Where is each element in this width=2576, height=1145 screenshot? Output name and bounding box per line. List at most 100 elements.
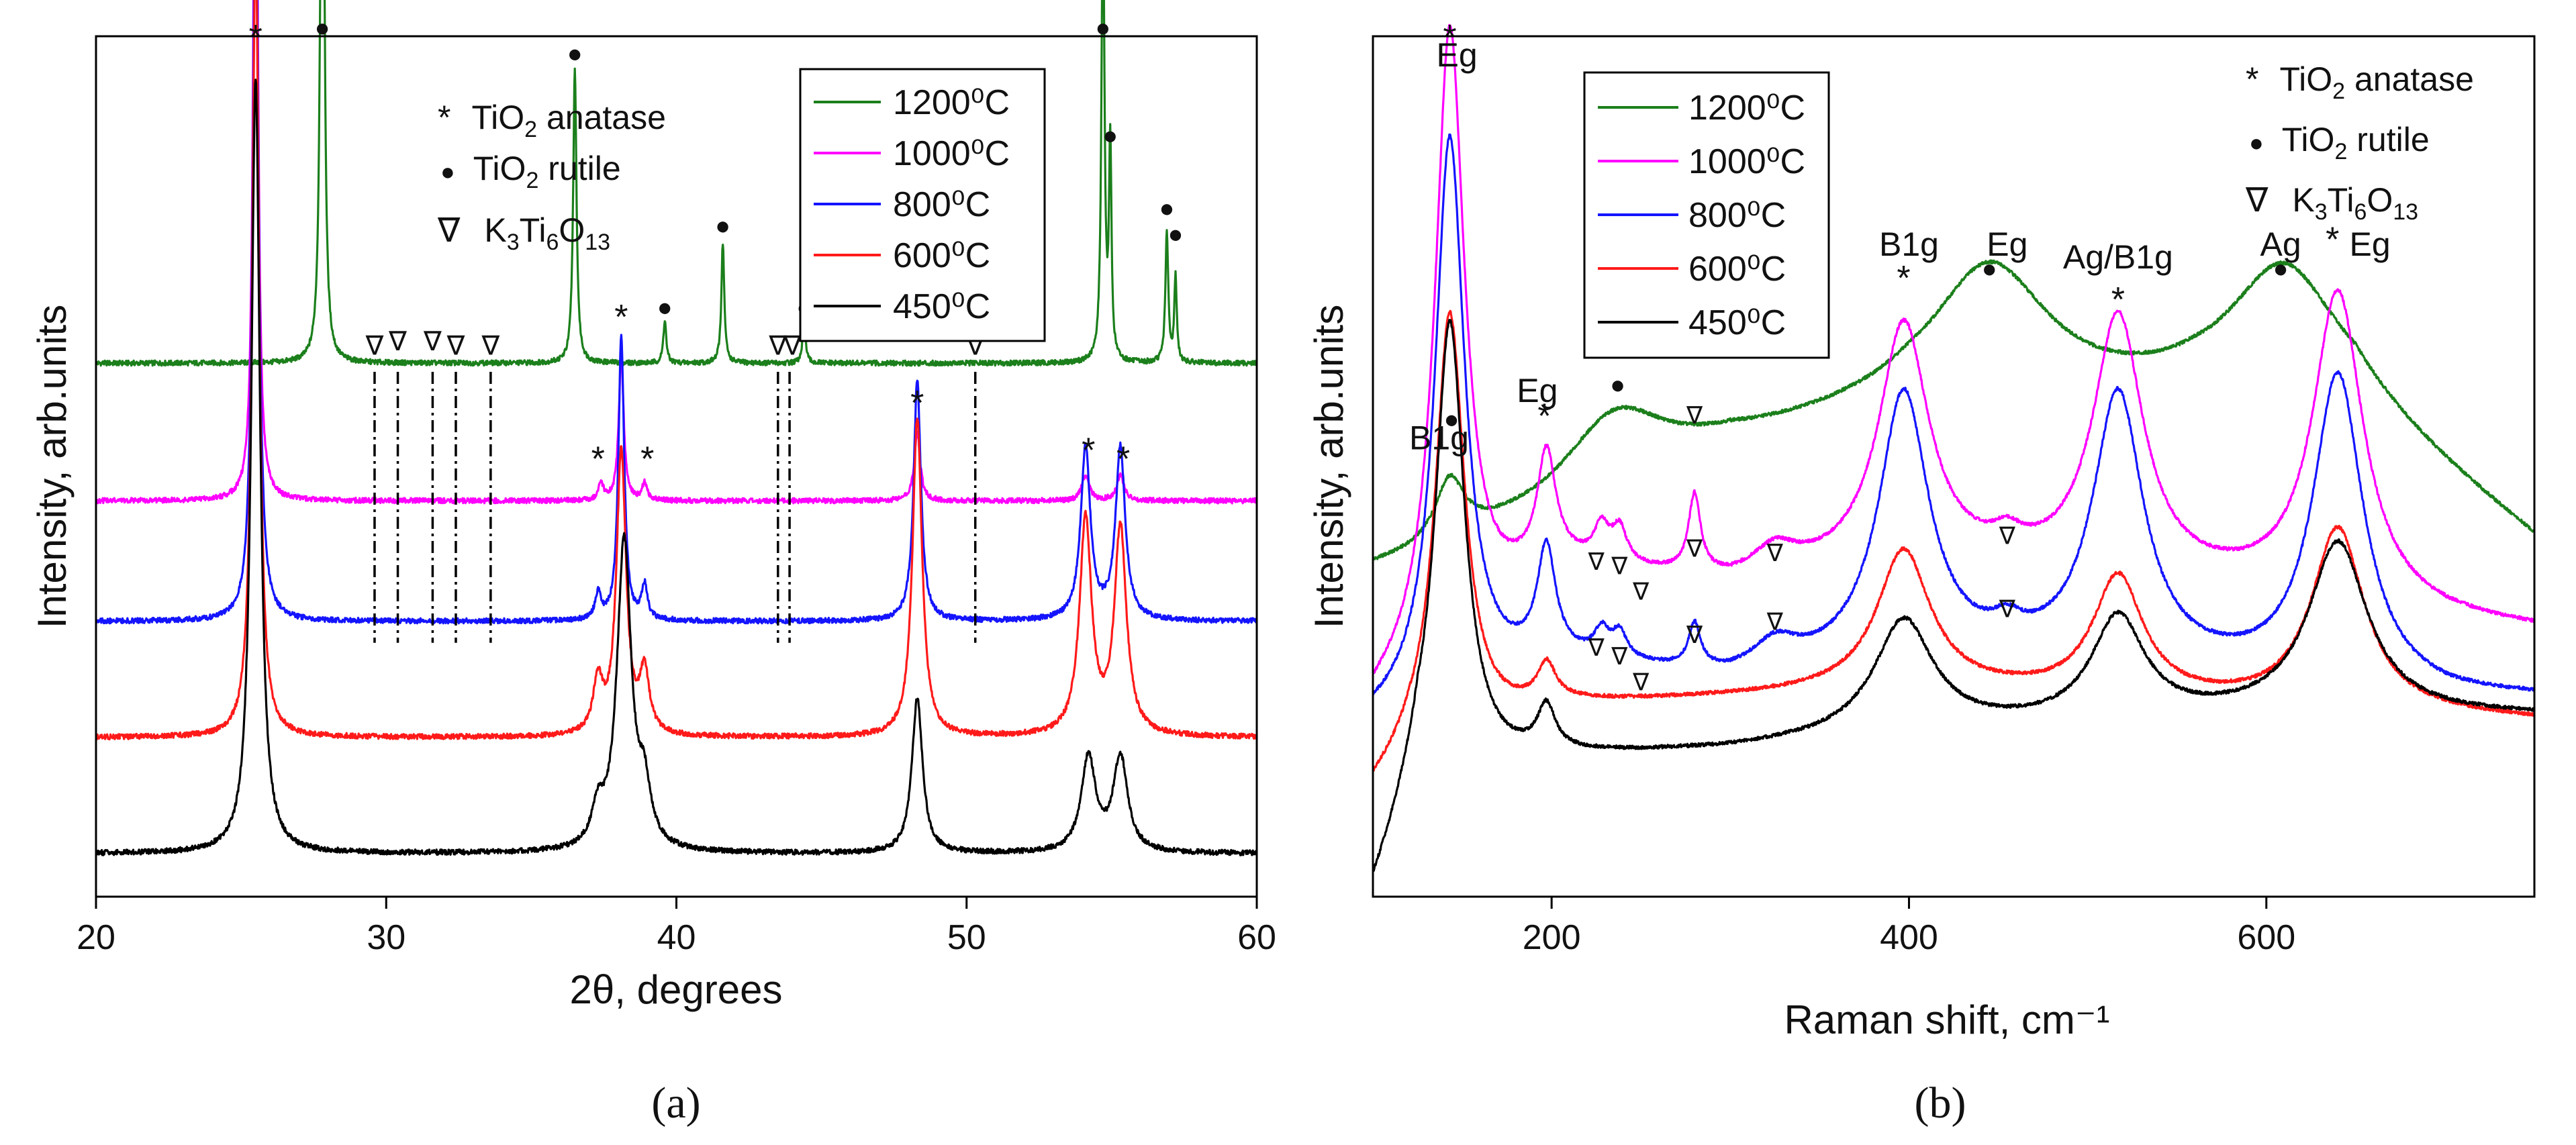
peak-marker: ∇ (783, 331, 802, 360)
peak-marker: Eg (1437, 36, 1478, 74)
peak-marker: * (2111, 281, 2125, 319)
series-line-450 (95, 79, 1258, 856)
series-line-800 (95, 0, 1257, 625)
legend-label: 450⁰C (893, 287, 990, 326)
peak-marker: * (614, 298, 628, 337)
peak-marker: ● (1102, 121, 1118, 150)
legend: 1200⁰C 1000⁰C 800⁰C 600⁰C 450⁰C (799, 68, 1046, 342)
peak-marker: * (1116, 440, 1130, 479)
peak-marker: ● (2273, 255, 2289, 283)
peak-marker: * (1443, 18, 1456, 57)
reference-lines (373, 371, 977, 643)
peak-marker: ● (567, 40, 583, 68)
peak-annotations: *●●●●●●●●●∇∇∇∇∇∇∇∇****** (249, 14, 1184, 479)
x-axis-label: Raman shift, cm⁻¹ (1784, 997, 2109, 1042)
peak-marker: ● (1159, 195, 1175, 223)
xrd-curves (95, 0, 1258, 856)
phase-key-symbol: ∇ (2245, 181, 2269, 219)
peak-marker: Ag (2260, 226, 2301, 263)
peak-marker: ● (1167, 221, 1183, 249)
peak-marker: ● (1982, 255, 1997, 283)
legend: 1200⁰C 1000⁰C 800⁰C 600⁰C 450⁰C (1583, 71, 1830, 359)
peak-marker: ● (657, 294, 673, 322)
peak-marker: * (910, 384, 924, 423)
peak-marker: ● (715, 212, 730, 240)
series-line-800 (1372, 133, 2536, 696)
peak-marker: ∇ (1611, 552, 1628, 579)
plot-frame-b (1372, 35, 2536, 898)
peak-marker: B1g (1879, 226, 1939, 263)
peak-marker: * (1082, 432, 1095, 470)
y-axis-label: Intensity, arb.units (1306, 305, 1351, 628)
peak-marker: ∇ (388, 327, 407, 356)
x-axis-ticks: 200 400 600 (1523, 897, 2295, 957)
peak-marker: ∇ (1766, 539, 1784, 566)
peak-marker: ∇ (1766, 608, 1784, 636)
x-tick-label: 60 (1237, 918, 1276, 957)
peak-marker: ∇ (1588, 548, 1605, 575)
peak-marker: ● (1095, 14, 1110, 42)
panel-caption-a: (a) (651, 1079, 700, 1128)
legend-label: 1000⁰C (1688, 142, 1805, 181)
peak-marker: ∇ (1686, 535, 1703, 562)
peak-marker: Ag/B1g (2063, 238, 2173, 276)
peak-marker: ● (1610, 371, 1625, 399)
peak-marker: * (1897, 259, 1910, 298)
peak-marker: ∇ (1588, 634, 1605, 661)
phase-key-rutile: ● TiO2 rutile (2249, 121, 2430, 164)
series-line-600 (1372, 309, 2536, 772)
peak-marker: ∇ (1999, 595, 2016, 622)
x-axis-label: 2θ, degrees (570, 967, 783, 1012)
x-tick-label: 20 (77, 918, 115, 957)
legend-label: 450⁰C (1688, 303, 1786, 342)
phase-key-anatase: * TiO2 anatase (2246, 60, 2474, 104)
x-axis-ticks: 20 30 40 50 60 (77, 897, 1276, 957)
peak-marker: ∇ (365, 331, 384, 360)
series-line-1200 (1372, 259, 2535, 561)
x-tick-label: 600 (2237, 918, 2295, 957)
peak-marker: ∇ (423, 327, 442, 356)
peak-marker: ∇ (1686, 621, 1703, 648)
x-tick-label: 40 (657, 918, 696, 957)
x-tick-label: 400 (1880, 918, 1938, 957)
x-tick-label: 30 (367, 918, 406, 957)
peak-marker: ∇ (1632, 668, 1650, 695)
peak-marker: * (249, 18, 263, 57)
peak-marker: ● (1444, 405, 1460, 434)
peak-marker: ∇ (446, 331, 465, 360)
legend-label: 1200⁰C (1688, 89, 1805, 128)
raman-curves (1372, 23, 2536, 872)
phase-key-k3ti6o13: ∇ K3Ti6O13 (2245, 181, 2418, 225)
peak-marker: Eg (1987, 226, 2028, 263)
series-line-1000 (95, 0, 1258, 505)
phase-key-symbol: ● (2249, 129, 2264, 156)
series-line-1000 (1372, 23, 2535, 675)
legend-label: 1000⁰C (893, 134, 1010, 173)
legend-label: 800⁰C (893, 185, 990, 224)
legend-label: 600⁰C (1688, 250, 1786, 289)
peak-marker: * (1537, 397, 1551, 436)
phase-key-symbol: * (438, 99, 450, 136)
y-axis-label: Intensity, arb.units (30, 305, 75, 628)
legend-label: 800⁰C (1688, 196, 1786, 235)
series-line-600 (95, 0, 1258, 741)
peak-marker: ∇ (1999, 521, 2016, 549)
peak-marker: ∇ (1686, 401, 1703, 429)
phase-key-rutile: ● TiO2 rutile (440, 150, 621, 193)
peak-marker: * (591, 440, 605, 479)
phase-key: * TiO2 anatase ● TiO2 rutile ∇ K3Ti6O13 (437, 99, 666, 255)
x-tick-label: 50 (947, 918, 986, 957)
peak-marker: ∇ (1611, 642, 1628, 670)
peak-marker: * (640, 440, 654, 479)
peak-marker: Eg (1517, 372, 1558, 409)
series-line-450 (1372, 319, 2536, 872)
peak-marker: * (2326, 221, 2339, 260)
legend-label: 600⁰C (893, 236, 990, 275)
series-line-1200 (95, 0, 1257, 367)
phase-key-symbol: ∇ (437, 211, 461, 249)
phase-key-k3ti6o13: ∇ K3Ti6O13 (437, 211, 610, 255)
